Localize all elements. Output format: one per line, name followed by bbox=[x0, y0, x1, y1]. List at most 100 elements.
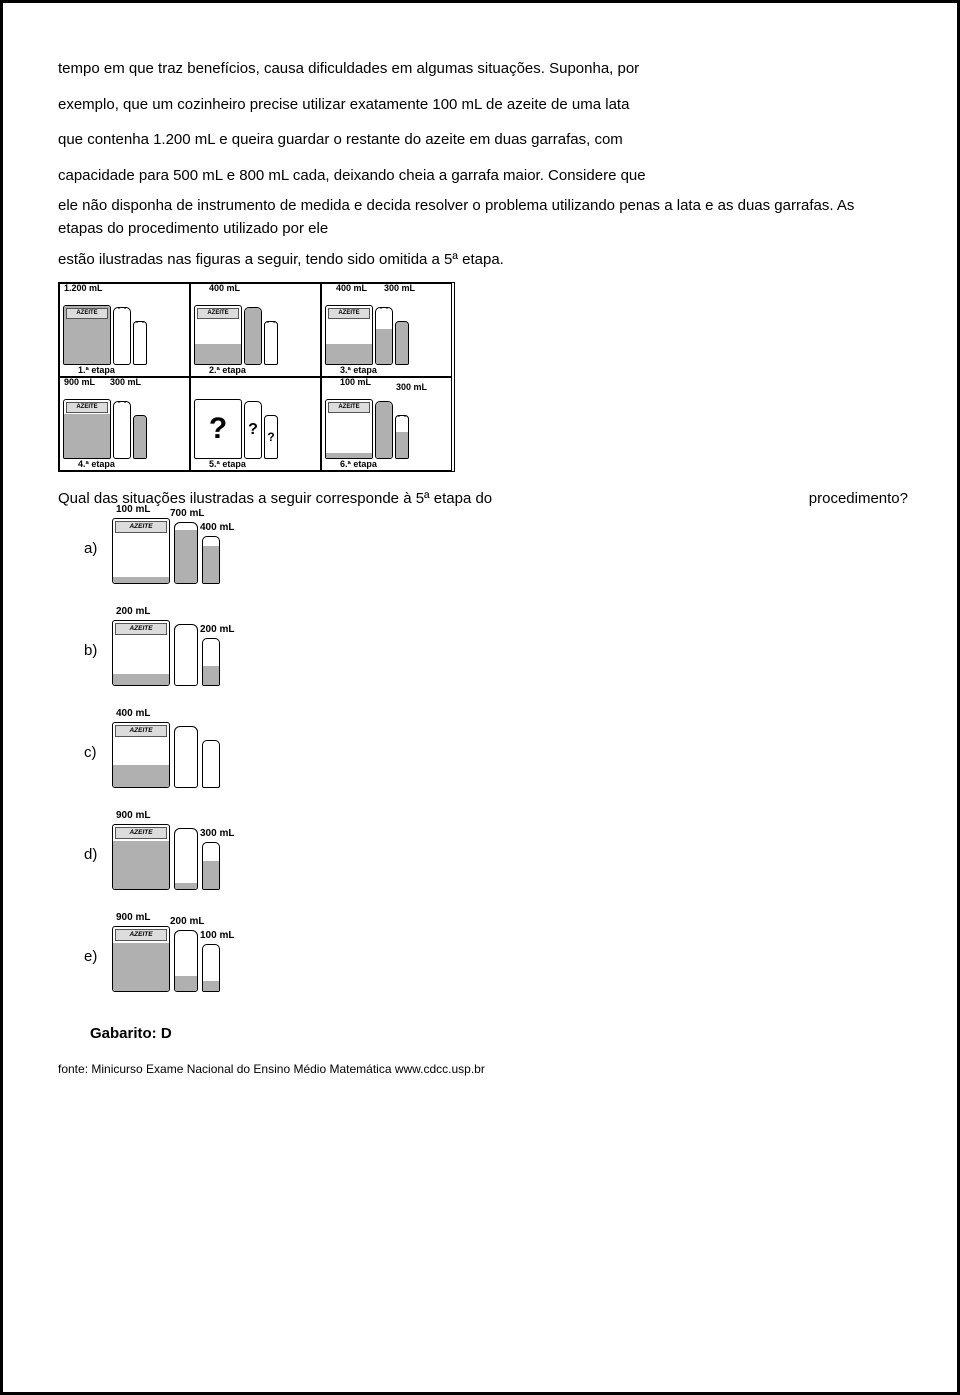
oil-can: AZEITE bbox=[194, 305, 242, 365]
bottle-800ml bbox=[174, 726, 198, 788]
can-fill bbox=[326, 344, 372, 363]
can-fill bbox=[195, 344, 241, 363]
can-fill bbox=[113, 841, 169, 889]
oil-can: AZEITE bbox=[112, 620, 170, 686]
bottle-fill bbox=[175, 976, 197, 991]
oil-can: AZEITE bbox=[112, 518, 170, 584]
option-b: b)200 mLAZEITE200 mL bbox=[84, 617, 902, 685]
step-volume-label: 1.200 mL bbox=[64, 283, 103, 293]
step-cell-1: 1.200 mLAZEITE1.ª etapa bbox=[59, 283, 190, 377]
source-citation: fonte: Minicurso Exame Nacional do Ensin… bbox=[58, 1062, 902, 1076]
bottle-800ml bbox=[375, 401, 393, 459]
option-letter: e) bbox=[84, 948, 102, 965]
step-caption: 5.ª etapa bbox=[209, 459, 246, 469]
bottle-fill bbox=[203, 861, 219, 889]
bottle-500ml bbox=[133, 321, 147, 365]
can-volume-label: 900 mL bbox=[116, 912, 150, 923]
step-volume-label: 900 mL bbox=[64, 377, 95, 387]
bottle-fill bbox=[396, 322, 408, 364]
can-fill bbox=[113, 577, 169, 582]
vessel-row: ??? bbox=[194, 393, 317, 459]
oil-can: AZEITE bbox=[112, 926, 170, 992]
vessel-row: AZEITE bbox=[325, 393, 448, 459]
bottle-fill bbox=[376, 402, 392, 458]
step-volume-label: 400 mL bbox=[336, 283, 367, 293]
can-brand-label: AZEITE bbox=[66, 308, 108, 319]
step-volume-label: 100 mL bbox=[340, 377, 371, 387]
can-volume-label: 900 mL bbox=[116, 810, 150, 821]
bottle-800ml bbox=[174, 624, 198, 686]
bottle-800ml bbox=[174, 930, 198, 992]
bottle-800ml bbox=[174, 522, 198, 584]
option-vessels: 200 mLAZEITE200 mL bbox=[112, 616, 220, 686]
can-volume-label: 400 mL bbox=[116, 708, 150, 719]
page: tempo em que traz benefícios, causa difi… bbox=[0, 0, 960, 1395]
bottle-fill bbox=[203, 546, 219, 583]
oil-can: AZEITE bbox=[112, 824, 170, 890]
bottle-800ml bbox=[244, 307, 262, 365]
oil-can: AZEITE bbox=[63, 305, 111, 365]
bottle-500ml bbox=[202, 944, 220, 992]
bottle-fill bbox=[175, 883, 197, 889]
answer-key: Gabarito: D bbox=[90, 1025, 902, 1042]
option-vessels: 400 mLAZEITE bbox=[112, 718, 220, 788]
small-bottle-volume-label: 200 mL bbox=[200, 624, 234, 635]
mystery-bottle-big: ? bbox=[244, 401, 262, 459]
step-cell-3: 400 mL300 mLAZEITE3.ª etapa bbox=[321, 283, 452, 377]
bottle-500ml bbox=[395, 415, 409, 459]
can-brand-label: AZEITE bbox=[66, 402, 108, 413]
step-cell-6: 100 mL 300 mL AZEITE 6.ª etapa bbox=[321, 377, 452, 471]
can-fill bbox=[113, 765, 169, 786]
step-cell-5: ???5.ª etapa bbox=[190, 377, 321, 471]
can-fill bbox=[113, 674, 169, 684]
bottle-fill bbox=[203, 666, 219, 684]
vessel-row: AZEITE bbox=[194, 299, 317, 365]
bottle-fill bbox=[134, 416, 146, 458]
step-volume-label: 300 mL bbox=[110, 377, 141, 387]
question-mark-icon: ? bbox=[195, 400, 241, 458]
option-letter: c) bbox=[84, 744, 102, 761]
can-brand-label: AZEITE bbox=[328, 402, 370, 413]
option-letter: a) bbox=[84, 540, 102, 557]
bottle-500ml bbox=[395, 321, 409, 365]
paragraph-line-2: exemplo, que um cozinheiro precise utili… bbox=[58, 89, 902, 121]
bottle-500ml bbox=[133, 415, 147, 459]
bottle-800ml bbox=[113, 307, 131, 365]
bottle-fill bbox=[245, 308, 261, 364]
option-c: c) 400 mLAZEITE bbox=[84, 719, 902, 787]
step-cell-2: 400 mLAZEITE2.ª etapa bbox=[190, 283, 321, 377]
step-caption: 6.ª etapa bbox=[340, 459, 377, 469]
step-volume-label: 300 mL bbox=[396, 382, 427, 392]
bottle-500ml bbox=[202, 740, 220, 788]
vessel-row: AZEITE bbox=[325, 299, 448, 365]
can-brand-label: AZEITE bbox=[115, 827, 167, 839]
option-vessels: 900 mLAZEITE200 mL100 mL bbox=[112, 922, 220, 992]
step-volume-label: 400 mL bbox=[209, 283, 240, 293]
bottle-fill bbox=[376, 329, 392, 364]
small-bottle-volume-label: 300 mL bbox=[200, 828, 234, 839]
bottle-800ml bbox=[375, 307, 393, 365]
oil-can: AZEITE bbox=[325, 399, 373, 459]
option-vessels: 900 mLAZEITE300 mL bbox=[112, 820, 220, 890]
bottle-500ml bbox=[264, 321, 278, 365]
can-brand-label: AZEITE bbox=[115, 725, 167, 737]
can-volume-label: 100 mL bbox=[116, 504, 150, 515]
oil-can: AZEITE bbox=[325, 305, 373, 365]
paragraph-line-1: tempo em que traz benefícios, causa difi… bbox=[58, 53, 902, 85]
paragraph-line-3: que contenha 1.200 mL e queira guardar o… bbox=[58, 124, 902, 156]
can-fill bbox=[113, 943, 169, 991]
can-brand-label: AZEITE bbox=[328, 308, 370, 319]
option-a: a)100 mLAZEITE700 mL400 mL bbox=[84, 515, 902, 583]
bottle-fill bbox=[396, 432, 408, 457]
vessel-row: AZEITE bbox=[63, 393, 186, 459]
vessel-row: AZEITE bbox=[63, 299, 186, 365]
oil-can: AZEITE bbox=[63, 399, 111, 459]
bottle-800ml bbox=[174, 828, 198, 890]
bottle-800ml bbox=[113, 401, 131, 459]
step-cell-4: 900 mL300 mLAZEITE4.ª etapa bbox=[59, 377, 190, 471]
bottle-500ml bbox=[202, 536, 220, 584]
oil-can: AZEITE bbox=[112, 722, 170, 788]
big-bottle-volume-label: 700 mL bbox=[170, 508, 204, 519]
option-e: e) 900 mLAZEITE200 mL100 mL bbox=[84, 923, 902, 991]
small-bottle-volume-label: 400 mL bbox=[200, 522, 234, 533]
